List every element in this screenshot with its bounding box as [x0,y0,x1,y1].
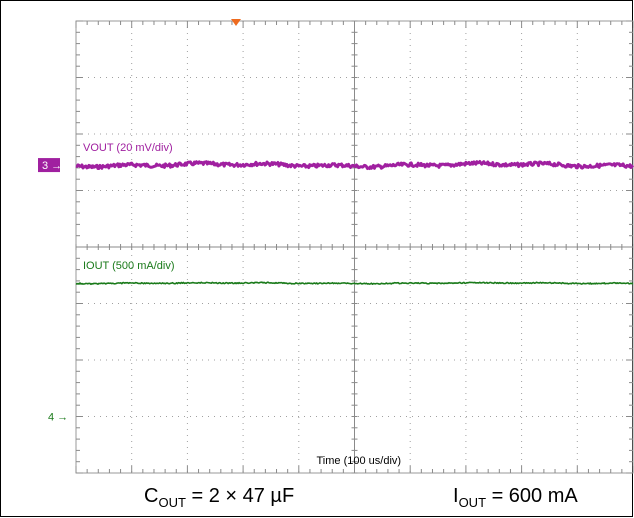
trace-vout [75,160,634,170]
trigger-marker [231,19,241,26]
caption-iout: IOUT = 600 mA [453,485,578,510]
channel-marker-box-3 [38,158,60,173]
trace-label-vout: VOUT (20 mV/div) [83,142,173,154]
traces [75,160,634,286]
scope-screen: VOUT (20 mV/div) 3 → IOUT (500 mA/div) 4 → T… [38,19,634,474]
trace-label-iout: IOUT (500 mA/div) [83,260,175,272]
caption-cout: COUT = 2 × 47 µF [144,485,295,510]
trace-labels: VOUT (20 mV/div) 3 → IOUT (500 mA/div) 4 → T… [38,142,401,467]
channel-marker-label-4: 4 → [48,412,68,424]
trace-iout [75,281,634,286]
channel-marker-label-3: 3 → [42,160,62,172]
graticule [75,19,634,474]
x-axis-label: Time (100 us/div) [317,455,402,467]
